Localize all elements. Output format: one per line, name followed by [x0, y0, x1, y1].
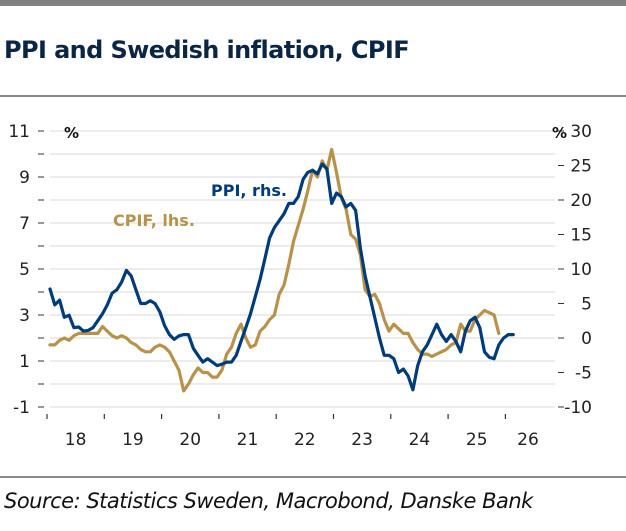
gridlines	[50, 130, 555, 408]
cpif-series-label: CPIF, lhs.	[113, 211, 195, 230]
source-note: Source: Statistics Sweden, Macrobond, Da…	[4, 489, 533, 513]
series-group	[48, 147, 515, 393]
ppi-series-label: PPI, rhs.	[211, 181, 287, 200]
right-tick-label: 5	[581, 295, 592, 315]
left-tick-label: 7	[19, 214, 30, 234]
top-bar	[0, 0, 626, 6]
ppi-line	[48, 162, 515, 392]
chart-title: PPI and Swedish inflation, CPIF	[4, 36, 410, 64]
right-tick-label: 10	[570, 260, 592, 280]
left-tick-label: 5	[19, 260, 30, 280]
right-axis: 30 25 20 15 10 5 0 -5 -10	[558, 122, 592, 418]
x-tick-label: 23	[351, 430, 373, 450]
title-divider	[0, 95, 626, 97]
source-divider	[0, 476, 626, 478]
chart: 11 9 7 5 3 1 -1 30 25 20 15 10 5 0 -5 -10 18 19 20 21 22 23…	[8, 122, 592, 450]
left-tick-label: 1	[19, 352, 30, 372]
right-tick-label: 25	[570, 157, 592, 177]
left-unit-label: %	[64, 124, 79, 142]
right-tick-label: 15	[570, 226, 592, 246]
right-tick-label: -10	[564, 398, 592, 418]
left-tick-label: 3	[19, 306, 30, 326]
left-axis: 11 9 7 5 3 1 -1	[8, 122, 44, 418]
right-tick-label: 0	[581, 329, 592, 349]
x-tick-label: 22	[294, 430, 316, 450]
x-tick-label: 25	[466, 430, 488, 450]
left-tick-label: -1	[13, 398, 30, 418]
left-tick-label: 9	[19, 168, 30, 188]
right-unit-label: %	[552, 124, 567, 142]
right-tick-label: 20	[570, 191, 592, 211]
x-tick-label: 20	[179, 430, 201, 450]
x-tick-label: 26	[517, 430, 539, 450]
right-tick-label: -5	[575, 364, 592, 384]
cpif-line	[48, 147, 501, 393]
x-tick-label: 18	[65, 430, 87, 450]
x-tick-label: 24	[409, 430, 431, 450]
x-tick-label: 21	[237, 430, 259, 450]
right-tick-label: 30	[570, 122, 592, 142]
x-axis: 18 19 20 21 22 23 24 25 26	[46, 414, 539, 450]
left-tick-label: 11	[8, 122, 30, 142]
x-tick-label: 19	[122, 430, 144, 450]
